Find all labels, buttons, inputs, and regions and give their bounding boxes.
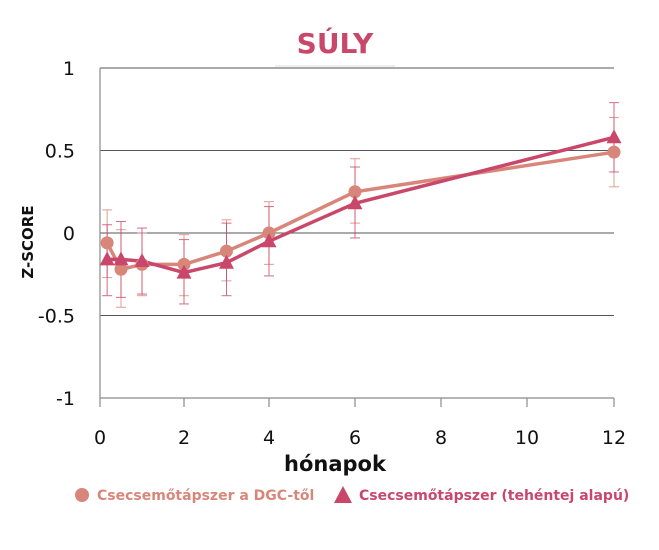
data-point-circle xyxy=(100,236,114,250)
data-point-circle xyxy=(607,145,621,159)
data-point-triangle xyxy=(606,129,622,144)
data-point-triangle xyxy=(134,253,150,268)
y-axis-ticks: 1 0.5 0 -0.5 -1 xyxy=(38,58,75,410)
x-tick-label: 0 xyxy=(94,427,106,449)
x-tick-label: 10 xyxy=(515,427,539,449)
x-tick-label: 12 xyxy=(602,427,626,449)
data-point-triangle xyxy=(113,251,129,266)
data-point-triangle xyxy=(347,195,363,210)
legend-item-cow-milk-formula: Csecsemőtápszer (tehéntej alapú) xyxy=(334,486,629,504)
data-point-circle xyxy=(114,262,128,276)
x-tick-label: 2 xyxy=(178,427,190,449)
data-point-circle xyxy=(220,244,233,258)
x-tick-label: 6 xyxy=(349,427,361,449)
legend-triangle-marker-icon xyxy=(334,486,352,503)
legend-label-cow-milk-formula: Csecsemőtápszer (tehéntej alapú) xyxy=(359,488,629,504)
data-point-triangle xyxy=(261,233,277,248)
x-tick-label: 8 xyxy=(435,427,447,449)
y-tick-label: -1 xyxy=(56,388,75,410)
data-point-triangle xyxy=(176,264,192,279)
data-point-triangle xyxy=(219,254,234,269)
x-axis-ticks: 0 2 4 6 8 10 12 xyxy=(94,398,626,449)
data-point-circle xyxy=(348,185,362,199)
series-line-0 xyxy=(105,150,616,272)
legend-label-dgc-formula: Csecsemőtápszer a DGC-től xyxy=(97,488,314,504)
y-axis-title: Z-SCORE xyxy=(19,205,37,278)
x-tick-label: 4 xyxy=(263,427,275,449)
legend: Csecsemőtápszer a DGC-től Csecsemőtápsze… xyxy=(75,486,629,504)
series-markers xyxy=(99,129,622,279)
y-tick-label: -0.5 xyxy=(38,306,75,328)
data-point-circle xyxy=(177,257,191,271)
y-tick-label: 0.5 xyxy=(45,141,75,163)
y-tick-label: 1 xyxy=(63,58,75,80)
data-point-circle xyxy=(262,226,276,240)
x-axis-title: hónapok xyxy=(284,452,387,476)
legend-item-dgc-formula: Csecsemőtápszer a DGC-től xyxy=(75,488,314,504)
chart-title: SÚLY xyxy=(297,26,374,60)
data-series xyxy=(99,102,622,308)
data-point-triangle xyxy=(99,251,115,266)
legend-circle-marker-icon xyxy=(75,488,89,502)
series-lines xyxy=(105,135,616,275)
y-tick-label: 0 xyxy=(63,223,75,245)
grid-lines xyxy=(99,67,614,399)
series-line-1 xyxy=(105,135,616,275)
